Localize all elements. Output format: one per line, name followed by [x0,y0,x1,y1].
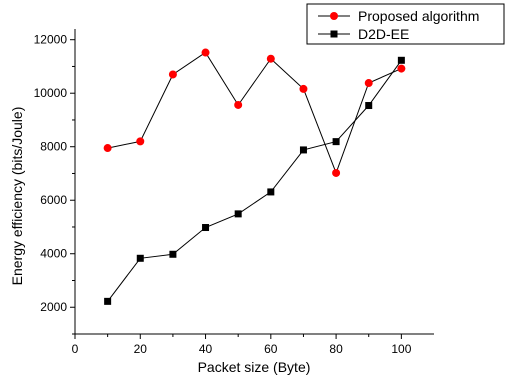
series-proposed [103,48,406,177]
series-d2d-ee [104,56,405,305]
data-point [234,210,242,218]
data-point [103,144,112,153]
x-tick-label: 20 [134,342,148,356]
data-point [267,188,275,196]
data-point [136,137,145,146]
data-point [364,79,373,88]
legend-marker-proposed [330,12,338,20]
x-tick-label: 0 [72,342,79,356]
x-tick-label: 40 [199,342,213,356]
data-point [266,54,275,63]
legend-label-d2d: D2D-EE [358,26,409,42]
legend: Proposed algorithm D2D-EE [306,3,505,45]
data-point [104,297,112,305]
data-point [332,138,340,146]
y-tick-label: 6000 [40,193,67,207]
y-axis-label: Energy efficiency (bits/Joule) [9,107,25,286]
y-tick-label: 4000 [40,247,67,261]
x-axis-label: Packet size (Byte) [198,359,311,375]
data-point [397,56,405,64]
data-point [201,48,210,57]
data-point [168,70,177,79]
data-point [397,64,406,73]
data-point [365,102,373,110]
series-layer [103,48,406,305]
legend-label-proposed: Proposed algorithm [358,8,479,24]
y-tick-label: 10000 [34,86,68,100]
data-point [299,146,307,154]
y-tick-label: 12000 [34,33,68,47]
data-point [332,168,341,177]
series-line [107,51,402,175]
data-point [234,100,243,109]
x-tick-label: 80 [329,342,343,356]
x-tick-label: 60 [264,342,278,356]
series-line [107,60,402,302]
axis-ticks: 0 20 40 60 80 100 2000 4000 6000 8000 10000 12000 [34,33,412,356]
data-point [169,250,177,258]
data-point [202,224,210,232]
y-tick-label: 8000 [40,140,67,154]
axes [74,29,434,335]
y-tick-label: 2000 [40,300,67,314]
data-point [136,254,144,262]
data-point [299,84,308,93]
legend-marker-d2d [330,30,338,38]
legend-box [306,3,505,45]
x-tick-label: 100 [391,342,411,356]
